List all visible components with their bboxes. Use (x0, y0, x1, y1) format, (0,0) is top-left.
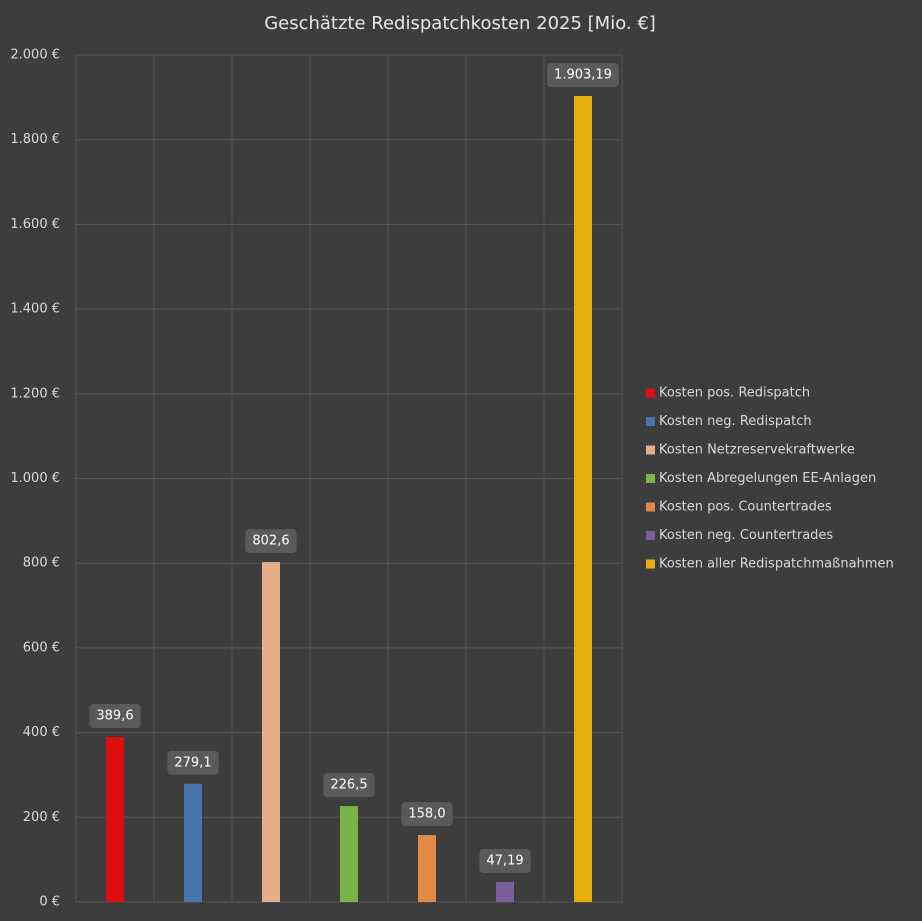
legend-label: Kosten aller Redispatchmaßnahmen (659, 557, 894, 572)
y-tick-label: 1.400 € (10, 302, 60, 317)
legend-swatch (646, 531, 655, 540)
bar (496, 882, 514, 902)
chart-title: Geschätzte Redispatchkosten 2025 [Mio. €… (264, 13, 656, 34)
value-label-box (323, 773, 375, 798)
value-label: 1.903,19 (554, 67, 612, 82)
value-label: 226,5 (330, 778, 367, 793)
legend-swatch (646, 417, 655, 426)
y-tick-label: 600 € (23, 640, 60, 655)
value-label-box (479, 849, 531, 874)
value-label-box (167, 750, 219, 775)
y-tick-label: 1.600 € (10, 217, 60, 232)
legend-label: Kosten pos. Countertrades (659, 500, 832, 515)
value-label-box (547, 62, 619, 87)
legend-swatch (646, 559, 655, 569)
bar (184, 783, 202, 902)
bar (574, 95, 592, 903)
legend-swatch (646, 502, 655, 512)
legend-label: Kosten pos. Redispatch (659, 386, 810, 401)
bar (340, 806, 358, 902)
y-tick-label: 400 € (23, 725, 60, 740)
y-tick-label: 1.800 € (10, 132, 60, 147)
y-tick-label: 1.200 € (10, 386, 60, 401)
value-label: 47,19 (486, 854, 523, 869)
value-label-box (89, 704, 141, 729)
value-label-box (401, 802, 453, 827)
y-tick-label: 1.000 € (10, 471, 60, 486)
bar (106, 737, 124, 902)
y-tick-label: 800 € (23, 556, 60, 571)
bar (418, 835, 436, 902)
legend-swatch (646, 388, 655, 398)
legend-swatch (646, 474, 655, 483)
y-tick-label: 200 € (23, 810, 60, 825)
value-label: 389,6 (96, 709, 133, 724)
legend-label: Kosten Abregelungen EE-Anlagen (659, 471, 876, 486)
bar (262, 562, 280, 902)
value-label: 158,0 (408, 807, 445, 822)
y-tick-label: 2.000 € (10, 48, 60, 63)
value-label: 279,1 (174, 755, 211, 770)
y-tick-label: 0 € (39, 895, 60, 910)
value-label-box (245, 529, 297, 554)
legend-swatch (646, 445, 655, 455)
value-label: 802,6 (252, 534, 289, 549)
legend-label: Kosten neg. Countertrades (659, 528, 833, 543)
legend-label: Kosten Netzreservekraftwerke (659, 443, 855, 458)
legend-label: Kosten neg. Redispatch (659, 414, 812, 429)
